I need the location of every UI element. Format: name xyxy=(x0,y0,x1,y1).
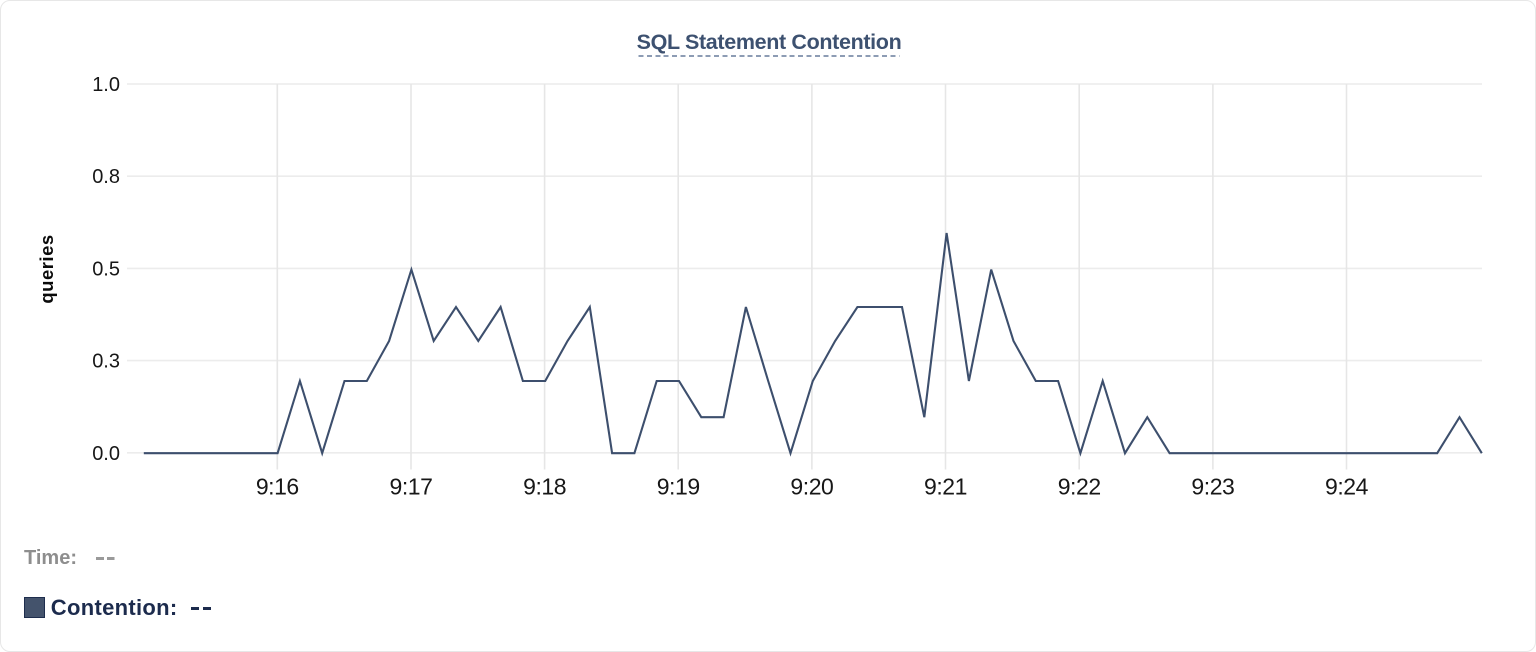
svg-text:queries: queries xyxy=(36,234,57,303)
svg-text:0.3: 0.3 xyxy=(92,351,120,373)
svg-text:9:22: 9:22 xyxy=(1058,474,1101,500)
svg-text:0.8: 0.8 xyxy=(92,166,120,188)
svg-text:1.0: 1.0 xyxy=(92,74,120,96)
svg-text:0.0: 0.0 xyxy=(92,443,120,465)
svg-text:9:20: 9:20 xyxy=(790,474,833,500)
svg-text:9:18: 9:18 xyxy=(523,474,566,500)
svg-text:9:19: 9:19 xyxy=(657,474,700,500)
svg-text:9:16: 9:16 xyxy=(256,474,299,500)
svg-text:9:21: 9:21 xyxy=(924,474,967,500)
svg-text:0.5: 0.5 xyxy=(92,258,120,280)
svg-text:9:24: 9:24 xyxy=(1325,474,1369,500)
svg-text:9:17: 9:17 xyxy=(390,474,433,500)
svg-text:9:23: 9:23 xyxy=(1191,474,1234,500)
